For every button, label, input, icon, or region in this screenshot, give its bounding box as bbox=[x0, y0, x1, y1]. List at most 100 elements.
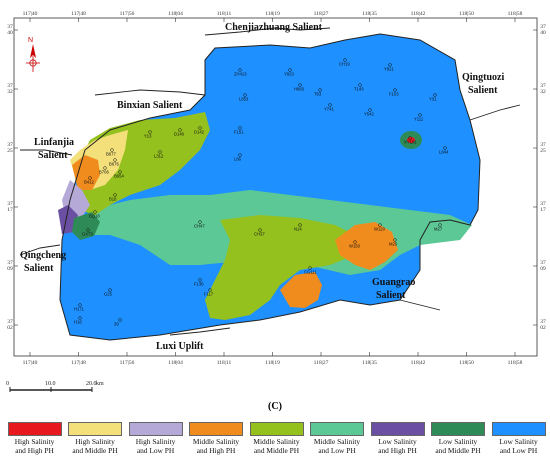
well-label: GX73 bbox=[82, 232, 93, 237]
top-tick-label: 118|42 bbox=[411, 11, 426, 17]
right-tick-deg: 37 bbox=[540, 319, 546, 325]
well-label: ZH413 bbox=[234, 72, 247, 77]
top-tick-label: 117|40 bbox=[23, 11, 38, 17]
well-marker bbox=[353, 240, 357, 244]
scale-label-10: 10.0 bbox=[45, 381, 56, 387]
bottom-tick-label: 118|27 bbox=[314, 360, 329, 366]
top-tick-label: 118|35 bbox=[362, 11, 377, 17]
label-qingtuozi-2: Salient bbox=[468, 85, 498, 96]
scale-label-0: 0 bbox=[6, 381, 9, 387]
legend-label-line2: and High PH bbox=[15, 445, 54, 455]
legend-swatch bbox=[310, 422, 364, 436]
label-qingcheng-2: Salient bbox=[24, 263, 54, 274]
well-label: H983 bbox=[294, 87, 305, 92]
well-marker bbox=[328, 103, 332, 107]
well-marker bbox=[443, 146, 447, 150]
bottom-tick-label: 117|40 bbox=[23, 360, 38, 366]
legend-label-line1: Middle Salinity bbox=[192, 437, 240, 446]
legend-item: Low Salinity and Middle PH bbox=[428, 422, 489, 455]
well-marker bbox=[148, 130, 152, 134]
label-guangrao-2: Salient bbox=[376, 290, 406, 301]
legend-swatch bbox=[7, 422, 62, 436]
well-marker bbox=[178, 128, 182, 132]
well-label: Y921 bbox=[384, 67, 394, 72]
well-marker bbox=[113, 193, 117, 197]
bottom-tick-label: 118|35 bbox=[362, 360, 377, 366]
label-binxian: Binxian Salient bbox=[117, 100, 183, 111]
well-label: W120 bbox=[374, 227, 386, 232]
qingtuozi-boundary bbox=[469, 104, 521, 121]
left-tick-deg: 37 bbox=[7, 260, 13, 266]
bottom-tick-label: 118|19 bbox=[265, 360, 280, 366]
well-marker bbox=[378, 223, 382, 227]
figure-caption: (C) bbox=[268, 401, 282, 412]
legend-label-line1: Low Salinity bbox=[438, 437, 478, 446]
legend-label: Low Salinity and Middle PH bbox=[428, 437, 489, 455]
legend-label-line1: Middle Salinity bbox=[253, 437, 300, 446]
well-label: B412 bbox=[84, 180, 94, 185]
top-tick-label: 118|04 bbox=[168, 11, 183, 17]
well-marker bbox=[288, 68, 292, 72]
legend-swatch bbox=[491, 422, 546, 436]
legend-item: High Salinity and High PH bbox=[4, 422, 65, 455]
scale-unit: km bbox=[96, 381, 104, 387]
well-marker bbox=[208, 288, 212, 292]
linfanjia-boundary bbox=[20, 149, 73, 156]
scale-label-20: 20.0 bbox=[86, 381, 97, 387]
right-tick-min: 25 bbox=[540, 148, 546, 154]
right-tick-min: 02 bbox=[540, 325, 546, 331]
top-tick-label: 117|48 bbox=[71, 11, 86, 17]
well-marker bbox=[393, 238, 397, 242]
well-marker bbox=[343, 58, 347, 62]
legend-label: Middle Salinity and Low PH bbox=[307, 437, 368, 455]
well-marker bbox=[368, 108, 372, 112]
bottom-tick-label: 118|58 bbox=[508, 360, 523, 366]
well-label: CH19 bbox=[339, 62, 350, 67]
well-label: Y31 bbox=[429, 97, 437, 102]
bottom-tick-label: 118|50 bbox=[459, 360, 474, 366]
legend-label: Low Salinity and Low PH bbox=[488, 437, 549, 455]
legend-swatch bbox=[431, 422, 485, 436]
well-label: B676 bbox=[109, 162, 119, 167]
well-label: M20 bbox=[389, 242, 398, 247]
legend-label-line2: and Middle PH bbox=[72, 445, 118, 455]
well-marker bbox=[198, 126, 202, 130]
legend-label: High Salinity and Middle PH bbox=[65, 437, 126, 455]
zone-mid-sal-high-ph-guangrao bbox=[335, 222, 398, 270]
well-label: N14 bbox=[294, 227, 302, 232]
left-tick-min: 40 bbox=[7, 30, 13, 36]
right-tick-min: 32 bbox=[540, 89, 546, 95]
luxi-boundary bbox=[169, 327, 231, 336]
well-marker bbox=[110, 148, 114, 152]
well-marker bbox=[238, 68, 242, 72]
left-tick-deg: 37 bbox=[7, 319, 13, 325]
well-marker bbox=[78, 316, 82, 320]
scale-bar: 0 10.0 20.0 km bbox=[6, 381, 104, 392]
well-label: T63 bbox=[314, 92, 322, 97]
well-marker bbox=[118, 318, 122, 322]
well-label: F151 bbox=[234, 130, 244, 135]
left-tick-min: 09 bbox=[7, 266, 13, 272]
well-marker bbox=[158, 150, 162, 154]
well-label: L853 bbox=[239, 97, 249, 102]
bottom-tick-label: 118|11 bbox=[217, 360, 232, 366]
well-marker bbox=[418, 113, 422, 117]
legend-label-line1: High Salinity bbox=[14, 437, 55, 446]
legend-swatch bbox=[68, 422, 122, 436]
top-axis-ticks: 117|40 117|48 117|56 118|04 118|11 118|19 118|… bbox=[23, 11, 523, 22]
top-tick-label: 118|27 bbox=[314, 11, 329, 17]
right-tick-deg: 37 bbox=[540, 142, 546, 148]
well-marker bbox=[113, 158, 117, 162]
right-tick-deg: 37 bbox=[540, 24, 546, 30]
left-tick-min: 17 bbox=[7, 207, 13, 213]
right-tick-min: 40 bbox=[540, 30, 546, 36]
legend-label-line2: and Low PH bbox=[499, 445, 538, 455]
well-label: CH47 bbox=[194, 224, 205, 229]
left-tick-deg: 37 bbox=[7, 24, 13, 30]
well-marker bbox=[318, 88, 322, 92]
binxian-boundary bbox=[94, 89, 206, 96]
top-tick-label: 118|58 bbox=[508, 11, 523, 17]
well-label: CG111 bbox=[304, 270, 317, 275]
